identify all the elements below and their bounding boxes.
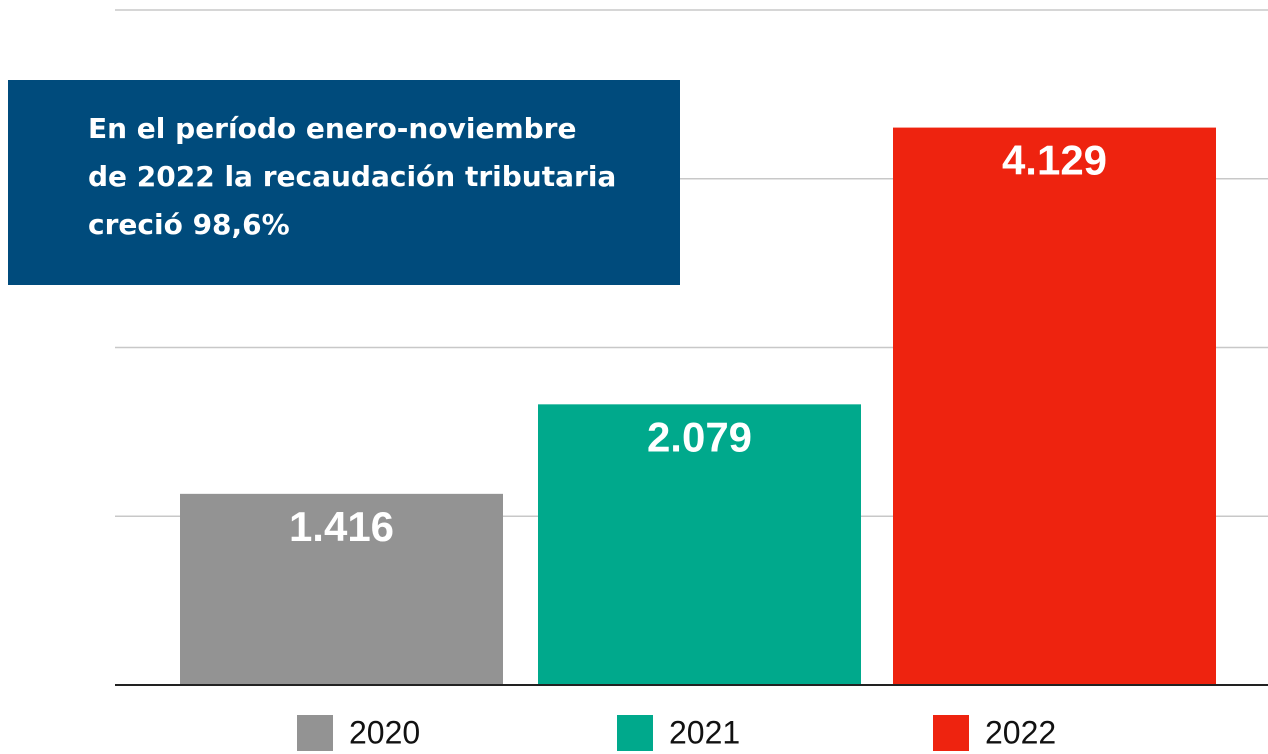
legend-label: 2021 bbox=[669, 714, 740, 750]
bar bbox=[180, 493, 503, 685]
value-label: 2.079 bbox=[647, 413, 752, 460]
annotation-text: creció 98,6% bbox=[88, 208, 290, 241]
bar bbox=[538, 404, 861, 685]
legend-swatch bbox=[933, 715, 969, 751]
value-label: 4.129 bbox=[1002, 137, 1107, 184]
annotation-text: En el período enero-noviembre bbox=[88, 112, 576, 145]
value-label: 1.416 bbox=[289, 503, 394, 550]
legend-label: 2022 bbox=[985, 714, 1056, 750]
legend-swatch bbox=[297, 715, 333, 751]
legend-label: 2020 bbox=[349, 714, 420, 750]
annotation-box bbox=[8, 80, 680, 285]
legend-swatch bbox=[617, 715, 653, 751]
bar bbox=[893, 127, 1216, 685]
annotation-text: de 2022 la recaudación tributaria bbox=[88, 160, 616, 193]
